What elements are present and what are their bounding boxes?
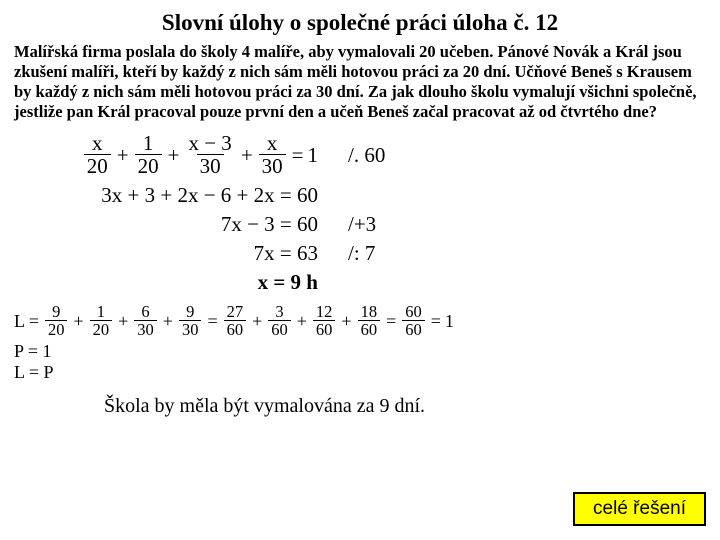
- full-solution-button[interactable]: celé řešení: [573, 492, 706, 526]
- answer-sentence: Škola by měla být vymalována za 9 dní.: [104, 395, 706, 417]
- page-title: Slovní úlohy o společné práci úloha č. 1…: [14, 10, 706, 36]
- equation-4: 7x = 63: [254, 242, 318, 265]
- verification-block: L = 920 + 120 + 630 + 930 = 2760 + 360 +…: [14, 304, 706, 383]
- step-note-4: /: 7: [344, 242, 375, 265]
- equation-1: x20 + 120 + x − 330 + x30 = 1: [82, 133, 318, 178]
- equation-3: 7x − 3 = 60: [221, 213, 318, 236]
- equation-2: 3x + 3 + 2x − 6 + 2x = 60: [101, 184, 318, 207]
- solution-work: x20 + 120 + x − 330 + x30 = 1 /. 60 3x +…: [14, 133, 706, 418]
- verify-p: P = 1: [14, 342, 52, 362]
- step-note-1: /. 60: [344, 144, 385, 167]
- problem-text: Malířská firma poslala do školy 4 malíře…: [14, 42, 706, 123]
- step-note-3: /+3: [344, 213, 376, 236]
- verify-lp: L = P: [14, 363, 54, 383]
- equation-result: x = 9 h: [258, 271, 318, 294]
